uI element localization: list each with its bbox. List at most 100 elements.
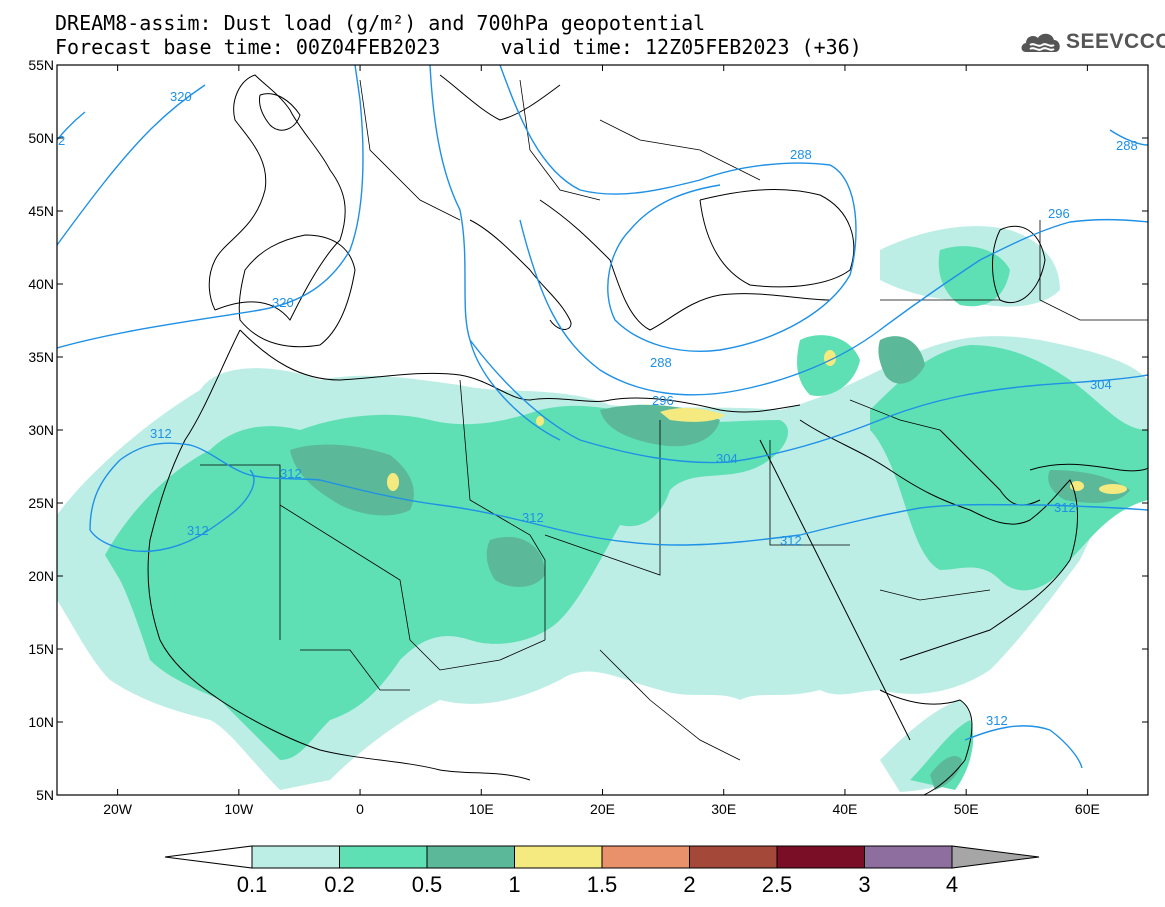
colorbar-level-label: 1	[508, 872, 520, 897]
chart-subtitle: Forecast base time: 00Z04FEB2023 valid t…	[55, 35, 862, 59]
coast-red-sea	[759, 439, 911, 741]
colorbar-level-label: 0.5	[412, 872, 443, 897]
coast-iberia	[238, 234, 356, 348]
lon-tick-label: 10E	[469, 801, 494, 817]
contour-288-cutoff	[499, 65, 857, 352]
lat-tick-label: 50N	[28, 130, 54, 146]
lon-tick-label: 50E	[954, 801, 979, 817]
dust-region-middle-east	[870, 345, 1148, 591]
contour-label-320-nw: 320	[170, 89, 192, 104]
lat-tick-label: 25N	[28, 495, 54, 511]
colorbar-segment	[251, 845, 340, 869]
lon-tick-label: 10W	[224, 801, 254, 817]
contour-label-288-mediterranean: 288	[650, 355, 672, 370]
contour-label-296-libya: 296	[652, 393, 674, 408]
colorbar-upper-extension	[951, 845, 1040, 869]
colorbar-segment	[514, 845, 603, 869]
contour-label-312-algeria: 312	[280, 466, 302, 481]
coast-north-africa	[239, 329, 801, 413]
contour-labels: 320 2 320 288 288 296 288 296 304 304 31…	[58, 89, 1138, 728]
map-area: 320 2 320 288 288 296 288 296 304 304 31…	[57, 65, 1148, 795]
geopotential-contours	[57, 65, 1148, 769]
logo-text: SEEVCCC	[1066, 30, 1165, 53]
contour-label-296-east: 296	[1048, 206, 1070, 221]
dust-spot-algeria	[387, 473, 399, 491]
coast-caspian	[992, 225, 1046, 304]
contour-label-304-east: 304	[1090, 377, 1112, 392]
contour-label-312-sudan: 312	[780, 533, 802, 548]
lon-tick-label: 0	[356, 801, 364, 817]
dust-region-somalia	[930, 755, 962, 790]
lon-tick-label: 20W	[103, 801, 133, 817]
coast-horn-africa	[879, 689, 973, 795]
colorbar-level-label: 3	[858, 872, 870, 897]
coastlines	[147, 74, 1148, 795]
contour-312-loop	[89, 469, 255, 552]
lon-tick-label: 60E	[1075, 801, 1100, 817]
colorbar-segment	[339, 845, 428, 869]
contour-320-northwest	[57, 84, 206, 246]
contour-312-main	[89, 442, 1148, 546]
colorbar-level-label: 1.5	[587, 872, 618, 897]
coast-black-sea	[699, 189, 855, 288]
dust-region-gulf	[1048, 470, 1130, 503]
colorbar-level-label: 0.1	[237, 872, 268, 897]
contour-label-312-libya: 312	[522, 510, 544, 525]
contour-304	[469, 339, 1148, 464]
contour-label-312-edge: 2	[58, 133, 65, 148]
coast-british-isles	[259, 93, 301, 131]
colorbar-level-label: 2.5	[762, 872, 793, 897]
latitude-axis: 55N 50N 45N 40N 35N 30N 25N 20N 15N 10N 5N	[28, 57, 1148, 803]
chart-title: DREAM8-assim: Dust load (g/m²) and 700hP…	[55, 11, 706, 35]
colorbar-level-label: 2	[683, 872, 695, 897]
contour-label-312-somalia: 312	[986, 713, 1008, 728]
dust-region-niger	[486, 536, 545, 587]
coast-arabia	[799, 419, 1078, 661]
coast-balkans-greece	[539, 199, 831, 331]
lon-tick-label: 30E	[711, 801, 736, 817]
dust-spot-libya	[536, 416, 544, 426]
coast-iran-pakistan	[1029, 463, 1148, 472]
coast-west-africa	[147, 329, 531, 781]
colorbar-segment	[864, 845, 953, 869]
coast-scandinavia	[439, 74, 561, 121]
lat-tick-label: 30N	[28, 422, 54, 438]
lon-tick-label: 20E	[590, 801, 615, 817]
longitude-axis: 20W 10W 0 10E 20E 30E 40E 50E 60E	[103, 65, 1100, 817]
dust-region-iraq	[878, 336, 925, 384]
lat-tick-label: 40N	[28, 276, 54, 292]
lat-tick-label: 35N	[28, 349, 54, 365]
lat-tick-label: 5N	[36, 787, 54, 803]
contour-312-far-northwest	[57, 111, 86, 141]
colorbar: 0.1 0.2 0.5 1 1.5 2 2.5 3 4	[164, 845, 1040, 897]
lat-tick-label: 10N	[28, 714, 54, 730]
cloud-icon	[1021, 33, 1060, 52]
country-borders	[200, 79, 1148, 761]
dust-medium-regions	[105, 246, 1148, 790]
contour-trough-west	[429, 65, 561, 441]
colorbar-level-label: 4	[946, 872, 958, 897]
dust-region-northwest-africa	[105, 405, 789, 760]
contour-288-far-east	[1109, 129, 1148, 146]
lat-tick-label: 45N	[28, 203, 54, 219]
colorbar-lower-extension	[164, 845, 253, 869]
contour-label-320-s: 320	[272, 295, 294, 310]
coast-italy	[469, 219, 572, 330]
lon-tick-label: 40E	[832, 801, 857, 817]
colorbar-segment	[776, 845, 865, 869]
contour-296-ring	[519, 218, 1148, 396]
dust-spot-egypt	[660, 408, 725, 422]
colorbar-level-label: 0.2	[324, 872, 355, 897]
colorbar-segment	[601, 845, 690, 869]
contour-312-southeast	[964, 725, 1083, 769]
contour-label-304-egypt: 304	[716, 451, 738, 466]
lat-tick-label: 20N	[28, 568, 54, 584]
contour-label-288-black-sea: 288	[790, 147, 812, 162]
lat-tick-label: 15N	[28, 641, 54, 657]
contour-label-288-east: 288	[1116, 138, 1138, 153]
colorbar-segment	[689, 845, 778, 869]
contour-label-312-morocco: 312	[150, 426, 172, 441]
contour-label-312-mauritania: 312	[187, 523, 209, 538]
seevccc-logo: SEEVCCC	[1018, 28, 1165, 58]
